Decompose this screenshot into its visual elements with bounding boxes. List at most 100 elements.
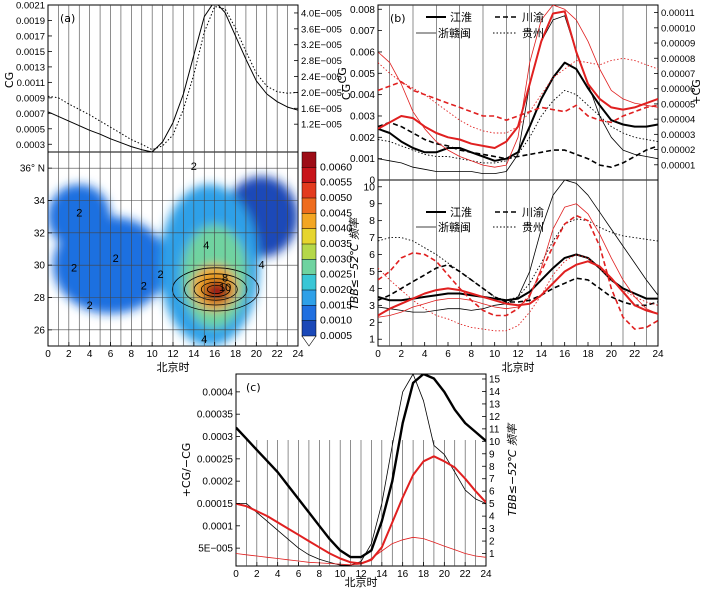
contour-label-3: 2 [113,253,119,265]
panel-b-top-y2tick-label: 0.00002 [661,145,695,156]
panel-c-y2tick-label: 11 [489,424,500,435]
panel-c-ytick-label: 0.0003 [202,432,233,443]
panel-b-bottom-ytick-label: 10 [363,181,375,193]
contour-label-1: 2 [191,161,197,173]
panel-a-xtick-label: 12 [167,349,179,360]
contour-label-7: 4 [258,259,264,271]
colorbar-label-7: 0.0030 [320,253,352,265]
colorbar-cell-12 [301,320,317,337]
contour-label-11: 2 [157,269,163,281]
panel-a-top-series-2 [48,6,298,151]
colorbar-cell-1 [301,151,317,168]
panel-b-xtick-label: 16 [559,349,571,360]
panel-a-top-ytick-label: 0.0003 [16,140,45,151]
panel-c-y2tick-label: 13 [489,399,501,410]
colorbar: 0.0060 0.0055 0.0050 0.0045 0.0040 0.0035 0.00… [301,151,352,347]
panel-b-top-series-4 [378,89,658,164]
panel-b-bottom-left-axis-title: TBB≤−52℃ 频率 [348,216,361,310]
contour-label-12: 4 [201,334,207,346]
colorbar-label-6: 0.0035 [320,238,352,250]
colorbar-cell-9 [301,274,317,291]
panel-c-y2tick-label: 1 [489,549,495,560]
panel-a-top-series-1 [48,5,298,152]
panel-b-xtick-label: 0 [375,349,381,360]
panel-b-top-series-3 [378,15,658,175]
panel-a-xtick-label: 22 [272,349,284,360]
colorbar-cell-11 [301,305,317,322]
panel-c-right-axis-title: TBB≤−52℃ 频率 [506,422,519,516]
panel-b-bottom-ytick-label: 9 [369,198,375,210]
panel-b-xtick-label: 6 [445,349,451,360]
panel-b-top-y2tick-label: 0.00003 [661,130,695,141]
panel-b-bottom-frame [377,179,659,347]
contour-label-9: 8 [222,272,228,284]
panel-c-xtick-label: 24 [480,569,492,580]
panel-b-bottom-series-2 [378,263,658,307]
panel-b-top-y2tick-label: 0.00008 [661,54,695,65]
panel-b-bottom-series-5 [378,260,658,317]
colorbar-cell-7 [301,243,317,260]
panel-a-top-ytick-label: 0.0007 [16,109,45,120]
colorbar-label-5: 0.0040 [320,223,352,235]
panel-a-top-ytick-label: 0.0015 [16,47,45,58]
panel-b-top-right-axis-title: +CG [690,79,703,104]
panel-c-xtick-label: 12 [355,569,367,580]
panel-a-xtick-label: 0 [45,349,51,360]
panel-a-lines [48,5,298,152]
legend-b-bottom-item-1: 江淮 [450,206,472,219]
panel-a-right-axis-title: −CG [336,67,349,92]
panel-a-xtick-label: 16 [209,349,221,360]
panel-c-xtick-label: 22 [460,569,472,580]
panel-b-xtick-label: 24 [652,349,664,360]
panel-b-top-ytick-label: 0.006 [350,47,375,58]
panel-c-xtick-label: 10 [335,569,347,580]
panel-b-xtick-label: 2 [399,349,405,360]
panel-b-top-series-5 [378,10,658,149]
panel-b-bottom-ytick-label: 3 [369,300,375,312]
legend-b-top: 江淮 川渝 浙赣闽 贵州 [416,10,544,40]
panel-b-top-series-1 [378,61,658,162]
panel-b-top-ytick-label: 0.008 [350,5,375,16]
panel-b-top-y2tick-label: 0.00006 [661,84,695,95]
panel-b-top-ytick-label: 0.002 [350,133,375,144]
colorbar-cell-5 [301,213,317,230]
colorbar-label-10: 0.0015 [320,299,352,311]
heatmap-contours [172,267,260,312]
legend-b-bottom-item-4: 贵州 [522,221,544,234]
panel-b-top-y2tick-label: 0.00009 [661,39,695,50]
panel-b-xtick-label: 18 [582,349,594,360]
panel-b-label: (b) [390,12,406,25]
panel-a-map-ytick-label: 30 [34,261,46,272]
panel-c-label: (c) [246,381,261,394]
panel-c-y2tick-label: 8 [489,462,495,473]
panel-c-xtick-label: 20 [439,569,451,580]
legend-b-top-item-4: 贵州 [522,27,544,40]
contour-ring-1 [206,284,225,295]
panel-b-top-series-8 [378,57,658,134]
panel-b-top-y2tick-label: 0.00010 [661,23,695,34]
heatmap-blob-7 [203,279,231,303]
panel-a-xtick-label: 6 [108,349,114,360]
panel-a-xtick-label: 24 [292,349,304,360]
panel-b-bottom-series-8 [378,254,658,332]
axis-ticks: 0.00210.00190.00170.00150.00130.00110.00… [16,1,695,581]
panel-c-y2tick-label: 4 [489,512,495,523]
panel-a-map-ytick-label: 32 [34,228,46,239]
legend-b-top-item-2: 川渝 [522,10,544,24]
panel-b-xtick-label: 14 [536,349,548,360]
panel-b-bottom-series-7 [378,203,658,318]
colorbar-label-9: 0.0020 [320,284,352,296]
colorbar-cell-6 [301,228,317,245]
panel-c-xtick-label: 18 [418,569,430,580]
colorbar-label-11: 0.0010 [320,315,352,327]
panel-b-top-left-axis-title: CG [340,84,353,100]
panel-a-top-ytick-label: 0.0013 [16,62,45,73]
panel-b-xtick-label: 12 [512,349,524,360]
panel-a-top-ytick-label: 0.0009 [16,93,45,104]
colorbar-label-4: 0.0045 [320,207,352,219]
panel-a-top-ytick-label: 0.0011 [17,78,45,89]
panel-b-top-series-2 [378,121,658,168]
contour-label-6: 2 [87,300,93,312]
panel-b-bottom-ytick-label: 4 [369,283,375,295]
